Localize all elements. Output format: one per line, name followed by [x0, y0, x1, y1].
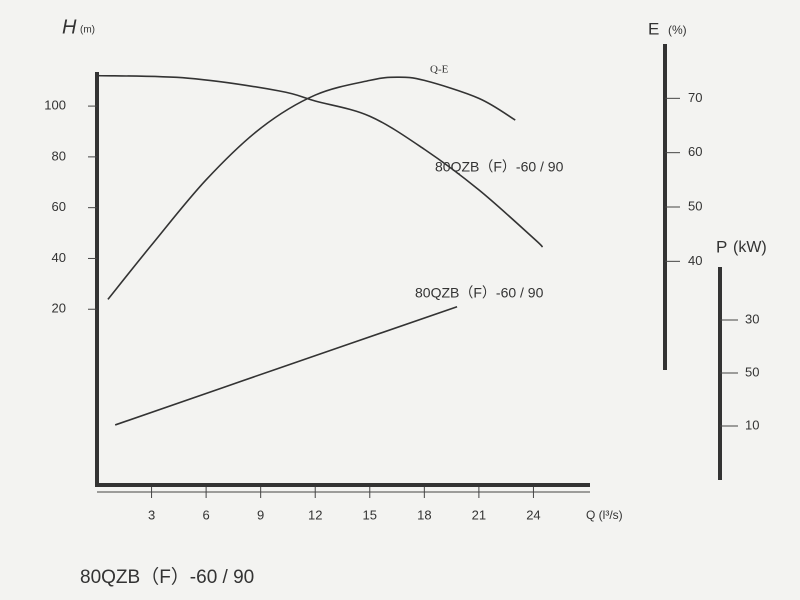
x-tick-label: 21	[472, 507, 486, 522]
x-label: Q (l³/s)	[586, 508, 623, 522]
x-tick-label: 12	[308, 507, 322, 522]
x-tick-label: 6	[202, 507, 209, 522]
curve-label: 80QZB（F）-60 / 90	[435, 159, 564, 175]
y-unit: (m)	[80, 25, 95, 36]
y-tick-label: 40	[52, 250, 66, 265]
y3-tick-label: 10	[745, 417, 759, 432]
y-tick-label: 80	[52, 148, 66, 163]
y2-tick-label: 60	[688, 144, 702, 159]
curve-label: Q-E	[430, 64, 449, 76]
y3-tick-label: 30	[745, 311, 759, 326]
x-tick-label: 24	[526, 507, 540, 522]
y2-unit: (%)	[668, 23, 687, 37]
y-tick-label: 20	[52, 301, 66, 316]
curve	[107, 76, 516, 300]
y2-label: E	[648, 19, 659, 38]
curve	[114, 305, 458, 426]
y2-tick-label: 50	[688, 198, 702, 213]
y3-tick-label: 50	[745, 364, 759, 379]
y-label: H	[62, 16, 77, 38]
y-tick-label: 100	[44, 98, 66, 113]
y-tick-label: 60	[52, 199, 66, 214]
x-tick-label: 9	[257, 507, 264, 522]
curve-label: 80QZB（F）-60 / 90	[415, 285, 544, 301]
y3-unit: (kW)	[733, 239, 767, 256]
x-tick-label: 15	[363, 507, 377, 522]
y3-label: P	[716, 237, 727, 256]
curve	[96, 74, 544, 248]
x-tick-label: 18	[417, 507, 431, 522]
y2-tick-label: 40	[688, 253, 702, 268]
y2-tick-label: 70	[688, 90, 702, 105]
caption: 80QZB（F）-60 / 90	[80, 566, 254, 588]
x-tick-label: 3	[148, 507, 155, 522]
